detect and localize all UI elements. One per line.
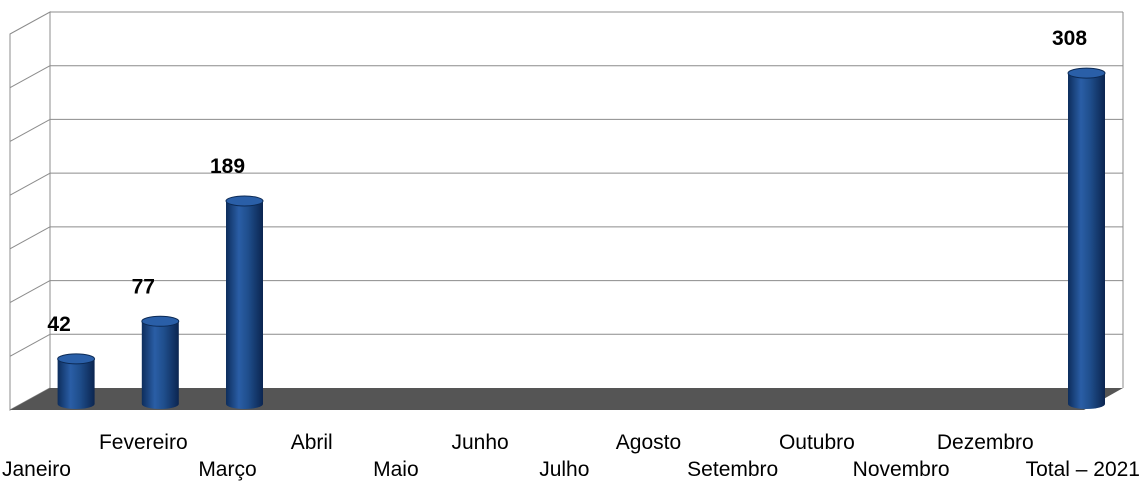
category-label: Fevereiro xyxy=(99,431,188,454)
category-label: Junho xyxy=(451,431,508,454)
data-labels: 42 77 189 308 xyxy=(47,27,1087,336)
bar xyxy=(1067,67,1106,410)
bar-top xyxy=(141,315,180,327)
bar xyxy=(57,353,96,409)
side-gridline xyxy=(9,226,51,250)
category-label: Janeiro xyxy=(2,458,71,481)
category-label: Julho xyxy=(539,458,589,481)
side-gridline xyxy=(9,118,51,142)
category-label: Dezembro xyxy=(937,431,1034,454)
side-gridline xyxy=(9,172,51,196)
category-label: Setembro xyxy=(687,458,778,481)
category-label: Outubro xyxy=(779,431,855,454)
bar-top xyxy=(1067,67,1106,79)
side-gridline xyxy=(9,280,51,304)
category-label: Novembro xyxy=(853,458,950,481)
data-label: 308 xyxy=(1052,27,1087,50)
side-wall xyxy=(9,11,51,411)
bar-top xyxy=(57,353,96,365)
bar-body xyxy=(1068,73,1105,410)
bar-top xyxy=(225,195,264,207)
category-labels: Janeiro Fevereiro Março Abril Maio Junho Julho… xyxy=(2,431,1140,481)
data-label: 77 xyxy=(132,275,155,298)
bars xyxy=(57,67,1106,410)
category-label: Total – 2021 xyxy=(1026,458,1140,481)
side-gridline xyxy=(9,65,51,89)
category-label: Maio xyxy=(373,458,419,481)
data-label: 42 xyxy=(47,313,70,336)
side-gridline xyxy=(9,333,51,357)
data-label: 189 xyxy=(210,155,245,178)
category-label: Março xyxy=(198,458,256,481)
bar xyxy=(141,315,180,409)
bar-body xyxy=(226,200,263,409)
category-label: Agosto xyxy=(616,431,681,454)
category-label: Abril xyxy=(291,431,333,454)
bar-body xyxy=(141,321,179,409)
bar xyxy=(225,195,264,409)
chart-floor xyxy=(10,388,1123,410)
back-wall xyxy=(50,12,1123,388)
bar-body xyxy=(57,358,95,409)
